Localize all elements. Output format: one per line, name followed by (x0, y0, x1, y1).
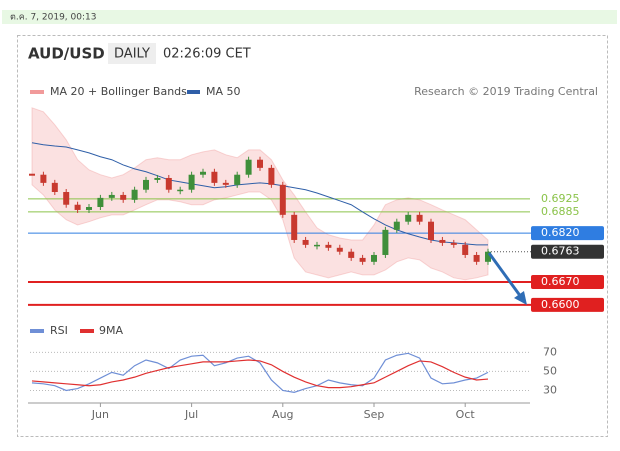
candle-body (108, 194, 115, 198)
candle-body (325, 244, 332, 248)
y-tick-label: 30 (543, 383, 557, 396)
candle-body (428, 221, 434, 240)
x-tick-label: Jun (91, 408, 109, 421)
candle-body (86, 207, 92, 210)
level-label: 0.6820 (541, 226, 580, 239)
candle-body (40, 174, 47, 183)
period-box (108, 43, 156, 64)
level-box (531, 275, 604, 290)
candle-body (131, 189, 138, 200)
chart-title: AUD/USD (28, 45, 105, 63)
level-box (531, 297, 604, 312)
source: Research © 2019 Trading Central (414, 85, 598, 98)
candle-body (416, 214, 423, 222)
level-label: 0.6925 (541, 192, 580, 205)
level-box (531, 226, 604, 241)
candle-body (200, 171, 206, 175)
ma50-line (31, 142, 488, 246)
rsi-line (31, 359, 489, 389)
candle-body (382, 229, 389, 255)
candle-body (63, 192, 70, 205)
candle-body (462, 244, 469, 255)
candle-body (348, 251, 355, 258)
candle-body (268, 167, 275, 185)
x-tick-label: Sep (364, 408, 385, 421)
level-label: 0.6763 (541, 245, 580, 258)
time: 02:26:09 CET (163, 47, 251, 62)
candle-body (439, 239, 446, 243)
candle-body (234, 174, 241, 185)
candle-body (245, 159, 252, 175)
candle-body (302, 239, 309, 245)
arrow-head (514, 291, 527, 305)
frame (17, 35, 608, 437)
rsi-line (31, 352, 489, 393)
arrow-shaft (487, 252, 523, 298)
x-tick-label: Aug (272, 408, 293, 421)
forecast-arrow (487, 252, 527, 305)
candle-body (291, 214, 298, 240)
candle-body (473, 254, 480, 262)
candle-body (154, 177, 161, 180)
candle-body (336, 247, 343, 252)
timestamp: ต.ค. 7, 2019, 00:13 (10, 13, 96, 23)
candle-body (120, 194, 127, 200)
level-label: 0.6670 (541, 275, 580, 288)
candle-body (143, 179, 149, 190)
candle-body (450, 242, 457, 245)
y-tick-label: 70 (543, 345, 557, 358)
candle-body (393, 221, 400, 230)
candle-body (188, 174, 195, 190)
level-label: 0.6600 (541, 298, 580, 311)
candle-body (257, 159, 263, 168)
banner (2, 10, 617, 24)
level-box (531, 244, 604, 259)
period: DAILY (114, 47, 150, 62)
candle-body (74, 204, 81, 210)
legend-ma50: MA 50 (206, 85, 241, 98)
bollinger-band (31, 107, 489, 281)
candle-body (314, 244, 320, 247)
candle-body (211, 171, 218, 183)
candle-body (279, 184, 286, 215)
legend-9ma: 9MA (99, 324, 123, 337)
x-tick-label: Oct (456, 408, 476, 421)
candle-body (177, 189, 184, 192)
x-tick-label: Jul (184, 408, 198, 421)
candle-body (165, 177, 172, 190)
candle-body (222, 182, 229, 185)
candle-body (371, 254, 377, 262)
candle-body (359, 257, 366, 262)
level-label: 0.6885 (541, 205, 580, 218)
candle-body (51, 182, 58, 193)
legend-rsi: RSI (50, 324, 68, 337)
candle-body (405, 214, 412, 222)
candle-body (97, 197, 104, 208)
candle-body (485, 251, 491, 262)
y-tick-label: 50 (543, 364, 557, 377)
legend-bands: MA 20 + Bollinger Bands (50, 85, 187, 98)
